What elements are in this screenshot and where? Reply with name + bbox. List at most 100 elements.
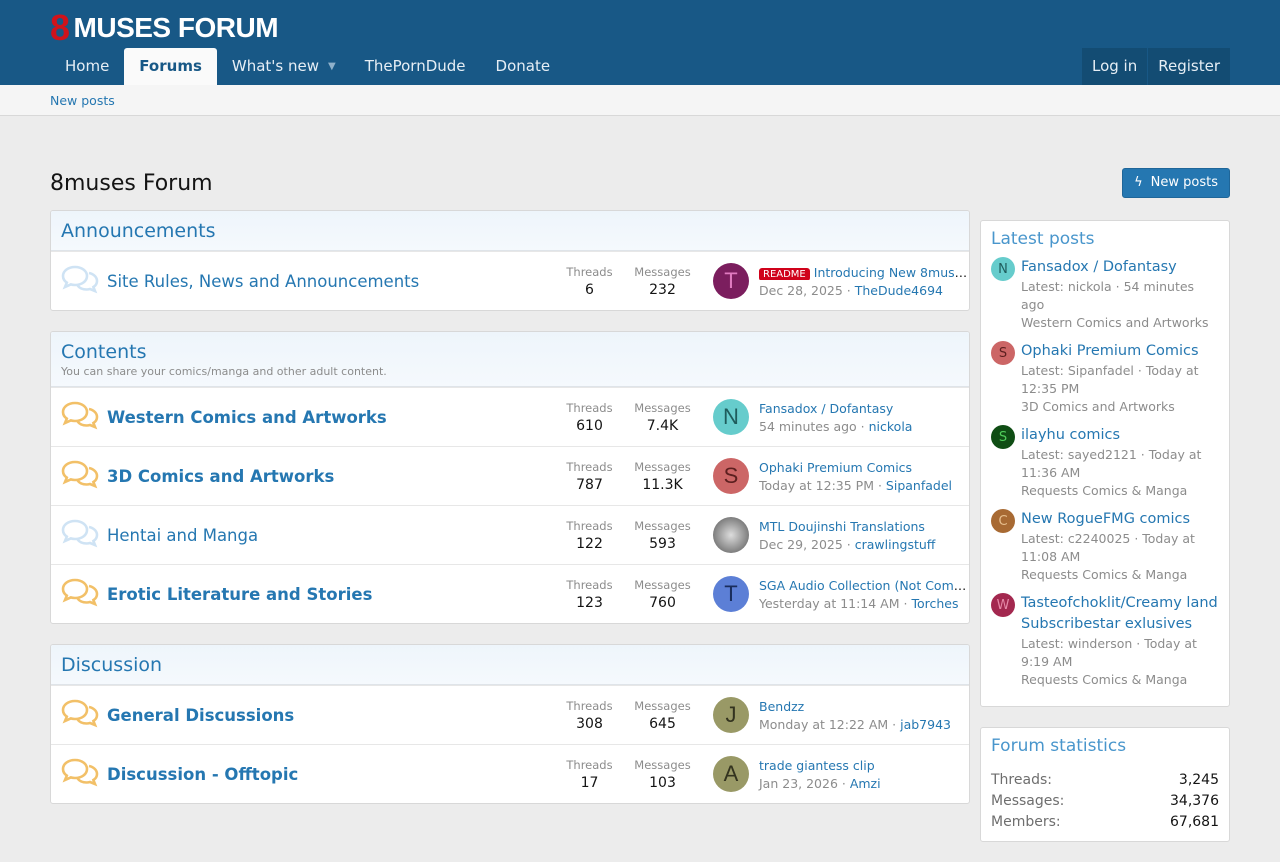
latest-post-title[interactable]: New RogueFMG comics	[1021, 511, 1191, 527]
messages-label: Messages	[634, 264, 691, 279]
stat-value: 67,681	[1170, 814, 1219, 830]
messages-count: 593	[649, 535, 676, 552]
avatar[interactable]: S	[713, 458, 749, 494]
avatar[interactable]: C	[991, 509, 1015, 533]
nav-theporndude[interactable]: ThePornDude	[364, 57, 466, 75]
messages-count: 760	[649, 594, 676, 611]
nav-donate[interactable]: Donate	[495, 57, 551, 75]
forum-unread-icon	[51, 577, 107, 611]
messages-stat: Messages 103	[626, 758, 699, 791]
latest-post-forum[interactable]: Western Comics and Artworks	[1021, 315, 1209, 330]
last-post-user[interactable]: jab7943	[900, 716, 951, 732]
category-title[interactable]: Contents	[61, 341, 147, 363]
latest-post-forum[interactable]: Requests Comics & Manga	[1021, 483, 1188, 498]
latest-post-forum[interactable]: 3D Comics and Artworks	[1021, 399, 1175, 414]
avatar[interactable]	[713, 517, 749, 553]
messages-count: 11.3K	[642, 476, 683, 493]
threads-stat: Threads 610	[553, 401, 626, 434]
avatar[interactable]: N	[991, 257, 1015, 281]
forum-title[interactable]: Western Comics and Artworks	[107, 407, 387, 427]
nav-whats-new[interactable]: What's new	[231, 57, 319, 75]
forum-row: 3D Comics and Artworks Threads 787 Messag…	[51, 446, 969, 505]
logo-text: MUSES FORUM	[73, 12, 279, 43]
last-post-date: Dec 28, 2025	[759, 282, 843, 298]
avatar[interactable]: S	[991, 341, 1015, 365]
page-title: 8muses Forum	[50, 171, 213, 196]
forum-row: Western Comics and Artworks Threads 610 M…	[51, 387, 969, 446]
site-header: 8 MUSES FORUM Home Forums What's new ▼ Th…	[0, 0, 1280, 85]
last-post-title[interactable]: Bendzz	[759, 698, 805, 714]
login-link[interactable]: Log in	[1081, 48, 1147, 85]
last-post: T SGA Audio Collection (Not Complet... Y…	[699, 576, 969, 612]
forum-unread-icon	[51, 757, 107, 791]
threads-count: 308	[576, 715, 603, 732]
stat-label: Threads:	[991, 772, 1052, 788]
last-post-user[interactable]: TheDude4694	[854, 282, 943, 298]
site-logo[interactable]: 8 MUSES FORUM	[50, 7, 279, 48]
last-post-title[interactable]: trade giantess clip	[759, 757, 875, 773]
sub-nav: New posts	[0, 85, 1280, 116]
avatar[interactable]: W	[991, 593, 1015, 617]
avatar[interactable]: T	[713, 576, 749, 612]
main-nav: Home Forums What's new ▼ ThePornDude Don…	[50, 48, 565, 85]
last-post-title[interactable]: Fansadox / Dofantasy	[759, 400, 894, 416]
last-post: S Ophaki Premium Comics Today at 12:35 P…	[699, 458, 969, 494]
subnav-new-posts[interactable]: New posts	[50, 93, 115, 108]
category-block: Discussion General Discussions Threads 30…	[50, 644, 970, 804]
last-post-date: Jan 23, 2026	[759, 775, 838, 791]
latest-post-title[interactable]: Ophaki Premium Comics	[1021, 343, 1199, 359]
last-post-user[interactable]: Torches	[911, 595, 959, 611]
forum-read-icon	[51, 518, 107, 552]
forum-title[interactable]: 3D Comics and Artworks	[107, 466, 335, 486]
forum-title[interactable]: Hentai and Manga	[107, 525, 259, 545]
threads-stat: Threads 123	[553, 578, 626, 611]
last-post-user[interactable]: Amzi	[849, 775, 881, 791]
forum-row: Discussion - Offtopic Threads 17 Messages…	[51, 744, 969, 803]
category-title[interactable]: Announcements	[61, 220, 216, 242]
threads-stat: Threads 17	[553, 758, 626, 791]
latest-post-meta: Latest: sayed2121 · Today at 11:36 AM	[1021, 447, 1202, 480]
forum-unread-icon	[51, 400, 107, 434]
new-posts-button[interactable]: ϟ New posts	[1122, 168, 1230, 198]
forum-title[interactable]: Site Rules, News and Announcements	[107, 271, 420, 291]
latest-post-title[interactable]: ilayhu comics	[1021, 427, 1121, 443]
avatar[interactable]: N	[713, 399, 749, 435]
avatar[interactable]: J	[713, 697, 749, 733]
category-title[interactable]: Discussion	[61, 654, 163, 676]
last-post-title[interactable]: Introducing New 8muses ...	[813, 264, 970, 280]
last-post-user[interactable]: nickola	[868, 418, 913, 434]
latest-post-meta: Latest: nickola · 54 minutes ago	[1021, 279, 1195, 312]
stat-row: Threads: 3,245	[991, 770, 1219, 791]
last-post-date: Monday at 12:22 AM	[759, 716, 889, 732]
latest-post-meta: Latest: Sipanfadel · Today at 12:35 PM	[1021, 363, 1199, 396]
latest-post-forum[interactable]: Requests Comics & Manga	[1021, 672, 1188, 687]
nav-home[interactable]: Home	[65, 57, 110, 75]
logo-mark: 8	[50, 7, 70, 48]
latest-post-item: C New RogueFMG comics Latest: c2240025 · T…	[991, 509, 1219, 584]
threads-label: Threads	[566, 400, 613, 415]
forum-title[interactable]: Discussion - Offtopic	[107, 764, 299, 784]
chevron-down-icon[interactable]: ▼	[328, 61, 336, 72]
forum-row: Hentai and Manga Threads 122 Messages 593 …	[51, 505, 969, 564]
forum-title[interactable]: General Discussions	[107, 705, 295, 725]
last-post-user[interactable]: Sipanfadel	[885, 477, 952, 493]
latest-post-title[interactable]: Tasteofchoklit/Creamy land Subscribestar…	[1021, 595, 1218, 632]
register-link[interactable]: Register	[1147, 48, 1230, 85]
forum-title[interactable]: Erotic Literature and Stories	[107, 584, 373, 604]
latest-post-item: N Fansadox / Dofantasy Latest: nickola · 5…	[991, 257, 1219, 332]
nav-forums[interactable]: Forums	[124, 48, 217, 85]
avatar[interactable]: S	[991, 425, 1015, 449]
last-post-title[interactable]: Ophaki Premium Comics	[759, 459, 913, 475]
latest-post-forum[interactable]: Requests Comics & Manga	[1021, 567, 1188, 582]
last-post-user[interactable]: crawlingstuff	[854, 536, 936, 552]
category-header: Contents You can share your comics/manga …	[51, 332, 969, 387]
category-header: Discussion	[51, 645, 969, 685]
threads-stat: Threads 308	[553, 699, 626, 732]
last-post-date: Dec 29, 2025	[759, 536, 843, 552]
last-post-title[interactable]: SGA Audio Collection (Not Complet...	[759, 577, 970, 593]
avatar[interactable]: T	[713, 263, 749, 299]
avatar[interactable]: A	[713, 756, 749, 792]
last-post-date: Yesterday at 11:14 AM	[759, 595, 900, 611]
latest-post-title[interactable]: Fansadox / Dofantasy	[1021, 259, 1177, 275]
last-post-title[interactable]: MTL Doujinshi Translations	[759, 518, 925, 534]
